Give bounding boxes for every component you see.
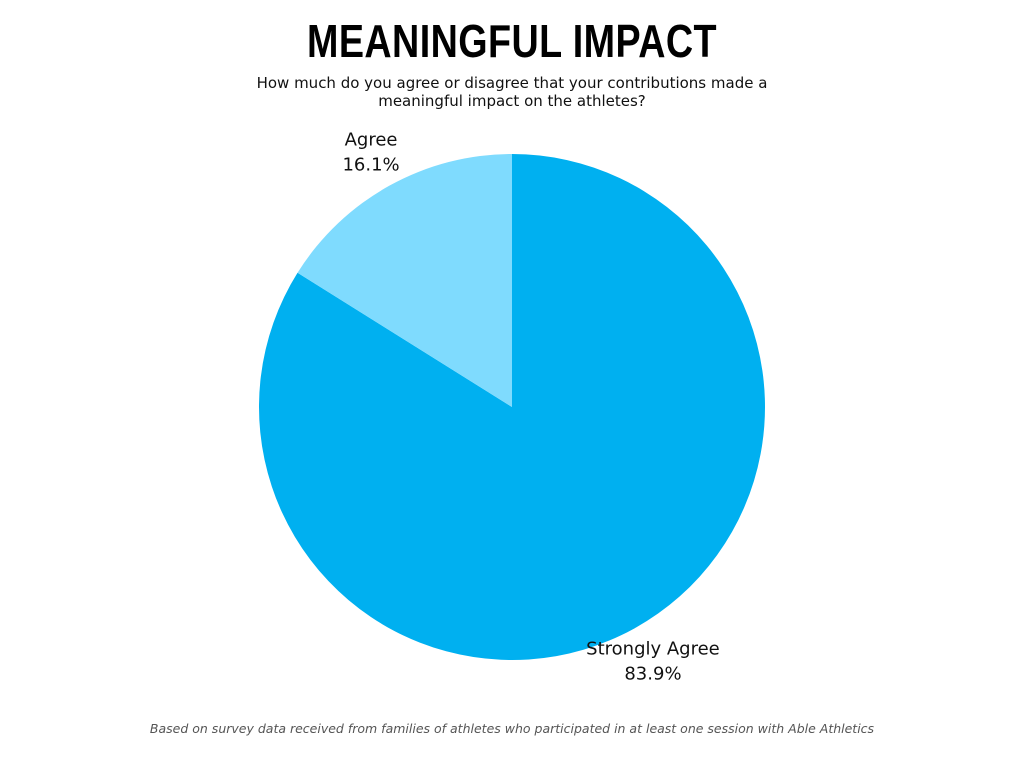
chart-title: MEANINGFUL IMPACT [307, 15, 717, 67]
chart-subtitle: How much do you agree or disagree that y… [256, 74, 768, 110]
pie-slice [297, 154, 512, 407]
pie-slice [259, 154, 765, 661]
slice-label: Strongly Agree [586, 639, 720, 660]
slice-value-label: 83.9% [624, 664, 681, 685]
slice-label: Agree [345, 129, 398, 150]
footnote: Based on survey data received from famil… [149, 721, 875, 736]
slice-value-label: 16.1% [342, 154, 399, 175]
